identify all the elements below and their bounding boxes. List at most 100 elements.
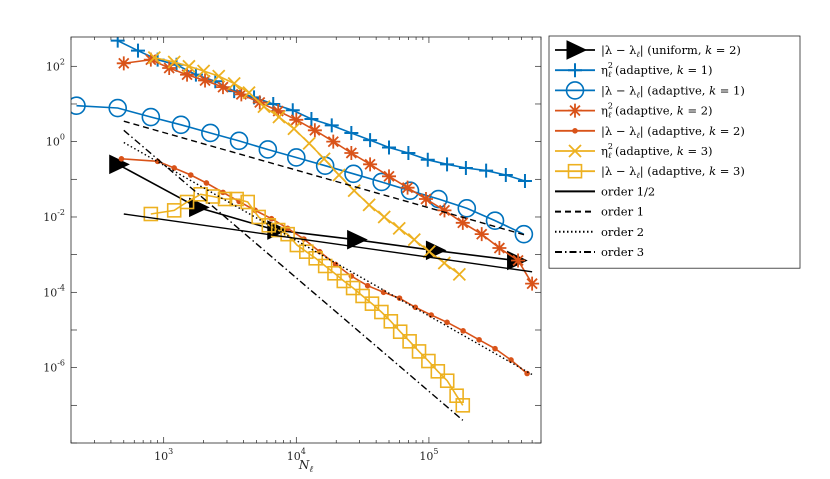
- legend-entry: order 3: [555, 245, 644, 259]
- data-point: [383, 314, 399, 329]
- data-point: [257, 100, 271, 114]
- data-point: [317, 152, 331, 166]
- data-point: [455, 215, 470, 230]
- data-point: [287, 148, 306, 167]
- legend-entry: η2 ℓ (adaptive, k = 2): [555, 102, 713, 120]
- data-point: [110, 37, 125, 48]
- data-point: [411, 344, 427, 359]
- legend-label: η2 ℓ (adaptive, k = 2): [601, 102, 713, 120]
- legend-label: |λ − λℓ| (adaptive, k = 2): [601, 124, 745, 140]
- legend-entry: order 2: [555, 225, 644, 239]
- data-point: [187, 172, 194, 178]
- data-point: [108, 98, 128, 118]
- data-point: [71, 96, 86, 116]
- y-tick-label: 100: [46, 133, 65, 149]
- data-point: [347, 184, 361, 198]
- legend-label: order 3: [601, 245, 644, 259]
- data-point: [116, 56, 131, 71]
- y-tick-label: 102: [46, 57, 65, 73]
- data-point: [251, 209, 266, 225]
- series-line: [123, 213, 533, 273]
- data-point: [229, 191, 244, 207]
- data-point: [212, 69, 226, 83]
- data-point: [363, 157, 378, 172]
- data-point: [418, 192, 433, 207]
- legend-entry: η2 ℓ (adaptive, k = 1): [555, 61, 713, 79]
- data-point: [374, 304, 389, 320]
- data-point: [198, 73, 213, 88]
- legend-entry: |λ − λℓ| (adaptive, k = 2): [555, 124, 745, 140]
- data-point: [363, 133, 378, 148]
- data-point: [289, 112, 304, 127]
- data-point: [201, 123, 220, 143]
- data-point: [444, 319, 450, 326]
- data-point: [271, 104, 286, 119]
- data-point: [437, 203, 452, 218]
- data-point: [455, 398, 471, 413]
- data-point: [327, 265, 342, 281]
- axes-layer: 103 104 105 10-6 10-4 10-2 100 102 Nℓ: [43, 37, 542, 475]
- data-point: [258, 140, 278, 159]
- data-point: [344, 145, 359, 160]
- data-point: [364, 296, 380, 311]
- data-point: [476, 336, 482, 343]
- y-tick-label: 10-6: [43, 359, 65, 375]
- legend-entry: order 1: [555, 205, 644, 219]
- data-point: [326, 134, 341, 149]
- x-tick-label: 103: [154, 447, 173, 463]
- legend: |λ − λℓ| (uniform, k = 2) η2 ℓ (adaptive, …: [548, 35, 801, 269]
- data-point: [180, 67, 195, 82]
- data-point: [261, 218, 277, 233]
- data-point: [280, 226, 295, 242]
- legend-label: order 1: [601, 205, 644, 219]
- data-point: [344, 125, 359, 140]
- legend-entry: |λ − λℓ| (adaptive, k = 3): [555, 163, 745, 180]
- legend-marker: [567, 163, 583, 179]
- data-point: [372, 172, 391, 192]
- data-point: [517, 174, 532, 189]
- legend-marker: [572, 128, 578, 134]
- plot-area-frame: [70, 36, 542, 444]
- legend-marker: [568, 63, 582, 78]
- legend-label: order 1/2: [601, 184, 655, 198]
- data-point: [402, 334, 417, 349]
- series-5: [118, 156, 530, 377]
- data-point: [401, 145, 416, 160]
- data-point: [118, 156, 125, 162]
- data-point: [377, 210, 391, 224]
- data-point: [421, 353, 436, 369]
- data-point: [492, 345, 498, 352]
- data-point: [362, 198, 376, 212]
- data-point: [242, 86, 256, 100]
- legend-marker: [566, 40, 588, 60]
- series-line: [123, 58, 533, 285]
- series-7: [143, 187, 471, 413]
- data-point: [203, 180, 210, 186]
- series-line: [117, 163, 516, 262]
- data-point: [234, 87, 249, 102]
- data-point: [166, 203, 182, 218]
- legend-label: η2 ℓ (adaptive, k = 1): [601, 61, 713, 79]
- data-point: [485, 211, 505, 230]
- data-point: [439, 373, 455, 389]
- data-point: [440, 157, 455, 172]
- data-point: [498, 168, 513, 183]
- data-point: [215, 80, 230, 95]
- data-point: [171, 115, 191, 135]
- data-point: [240, 194, 256, 210]
- data-point: [474, 227, 489, 242]
- data-point: [400, 180, 415, 195]
- data-point: [420, 152, 435, 167]
- data-point: [344, 164, 363, 184]
- legend-marker: [568, 144, 582, 158]
- data-point: [479, 163, 494, 178]
- data-point: [141, 107, 161, 127]
- data-point: [196, 64, 211, 78]
- data-point: [452, 267, 466, 281]
- data-point: [143, 52, 158, 67]
- legend-label: order 2: [601, 225, 644, 239]
- series-line: [123, 129, 464, 421]
- series-6: [147, 50, 466, 281]
- data-point: [460, 328, 466, 334]
